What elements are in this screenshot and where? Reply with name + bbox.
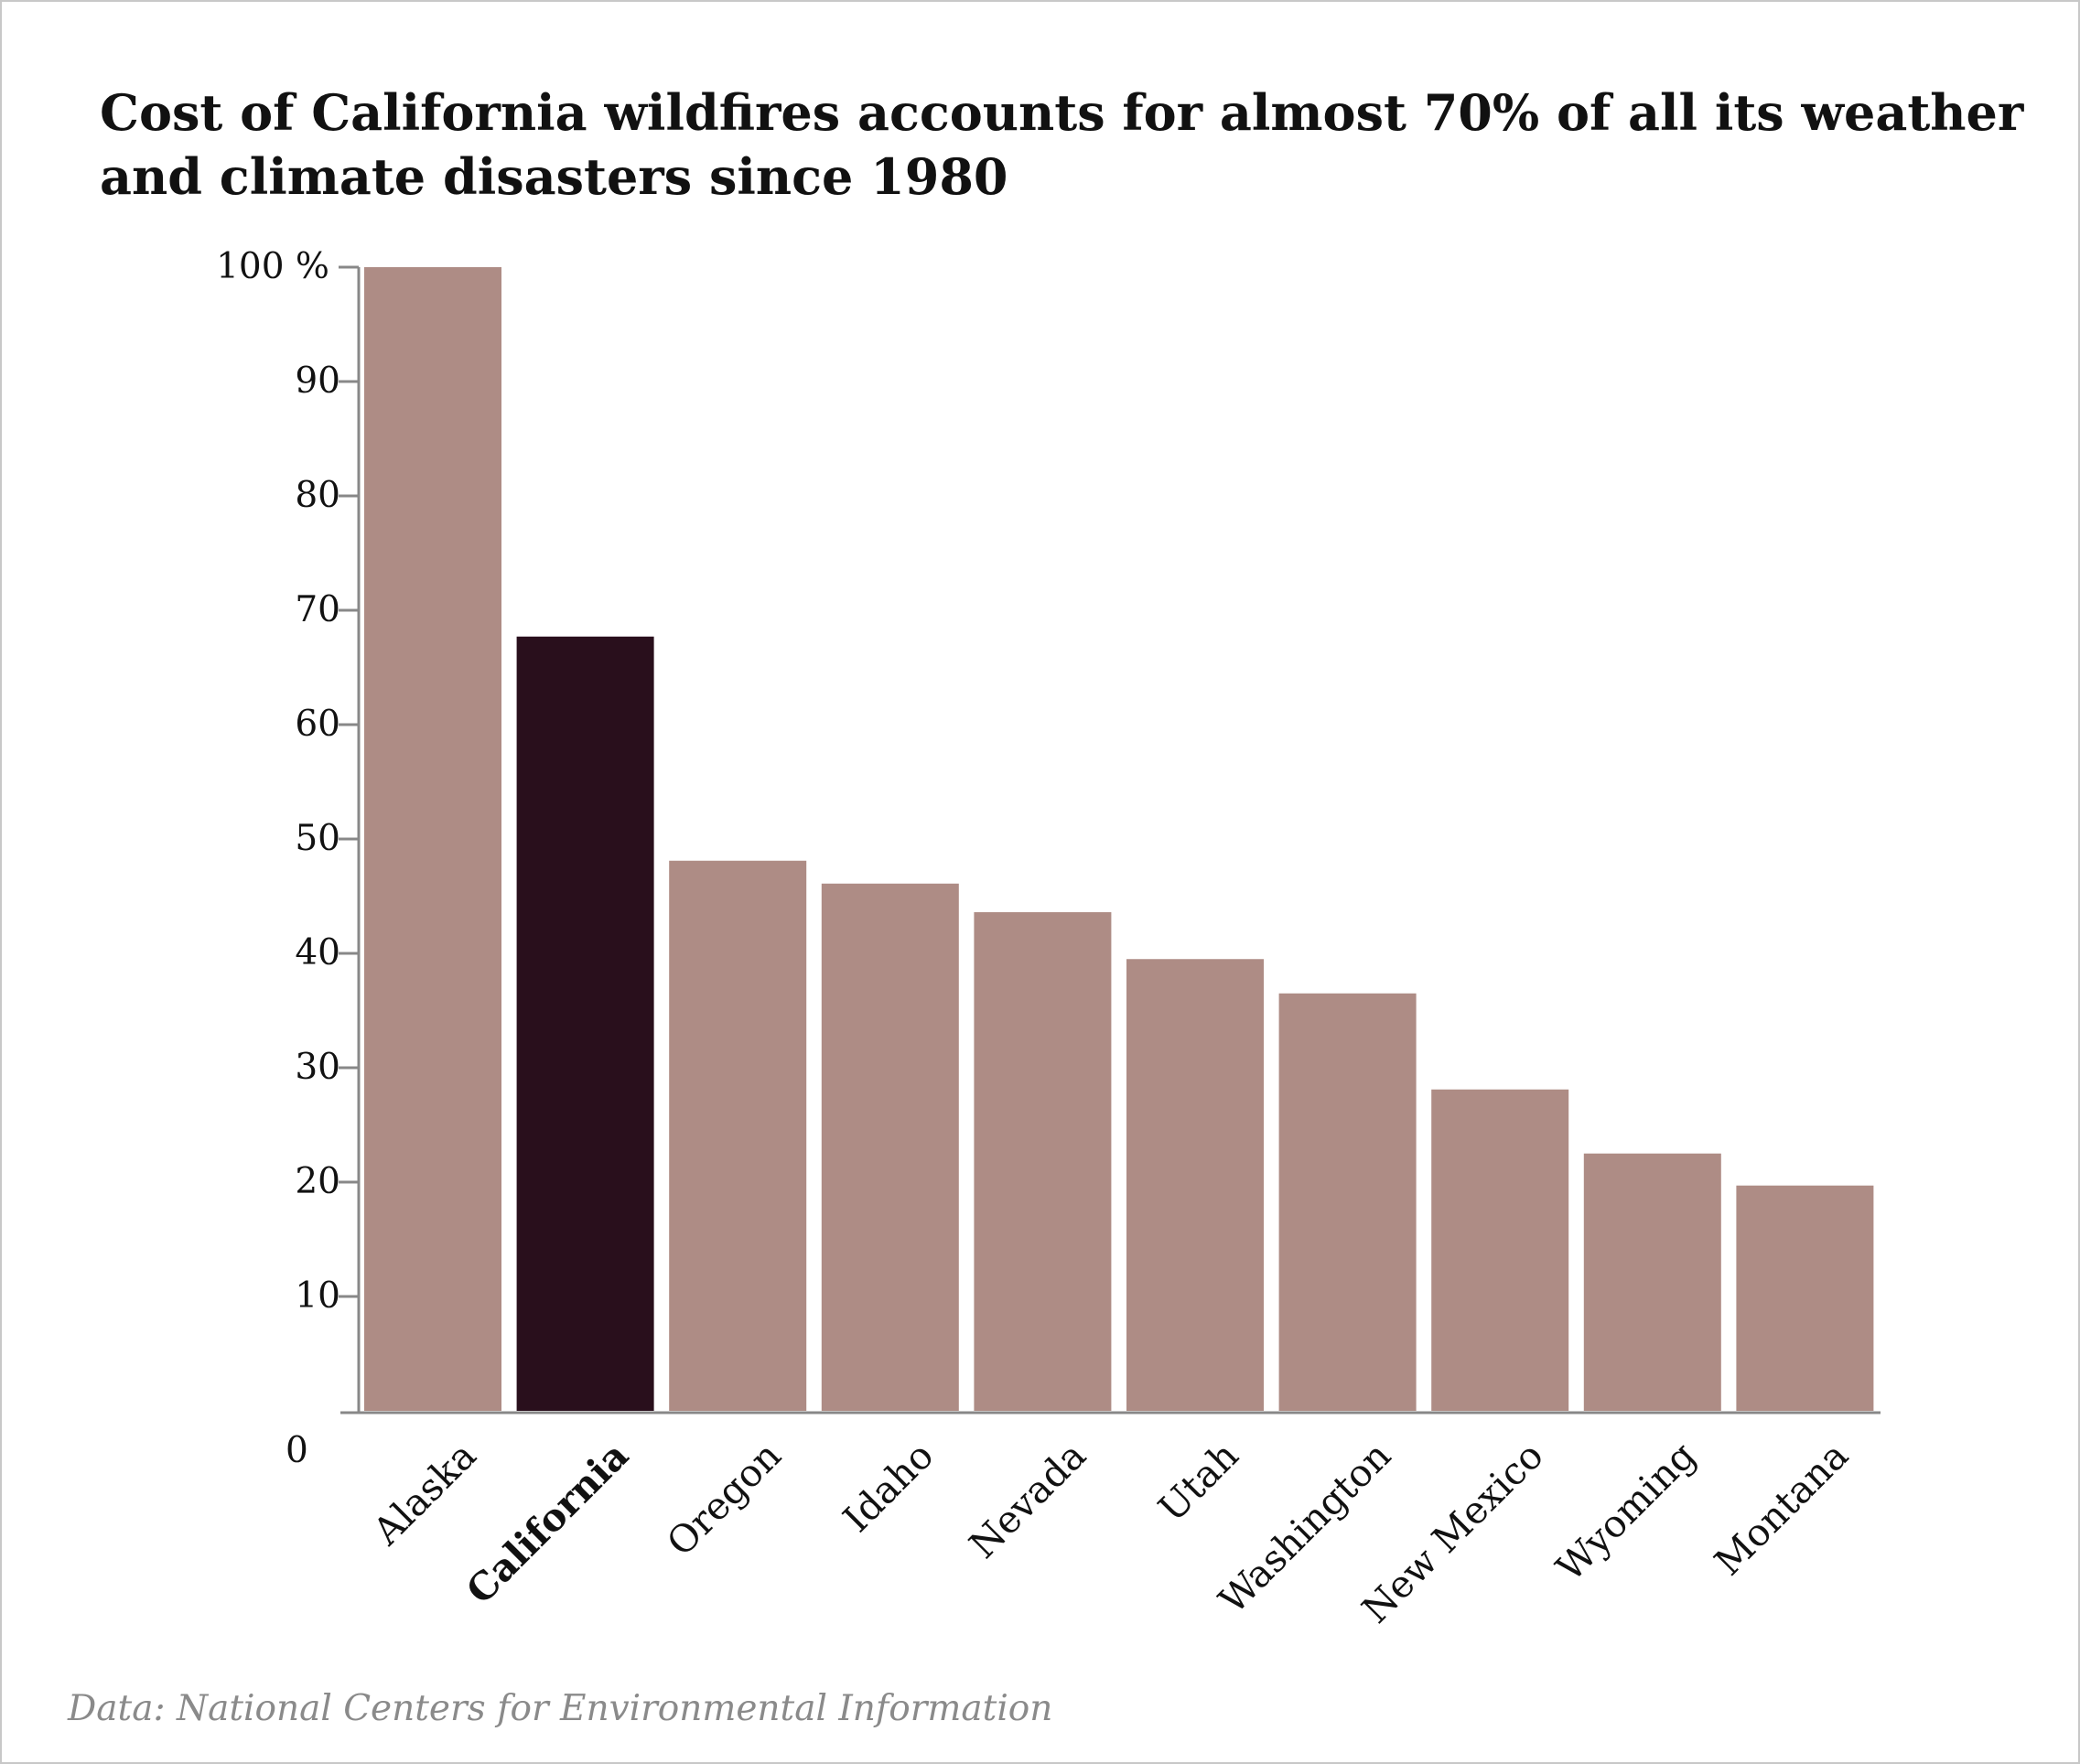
x-tick-label-wyoming: Wyoming <box>1547 1434 1704 1590</box>
bar-alaska <box>364 267 501 1411</box>
x-tick-label-nevada: Nevada <box>961 1434 1094 1567</box>
y-tick-label-20: 20 <box>295 1161 340 1202</box>
x-tick-label-alaska: Alaska <box>364 1434 485 1554</box>
x-tick-label-utah: Utah <box>1150 1434 1247 1531</box>
y-tick-label-100: 100 % <box>216 246 329 287</box>
bar-montana <box>1736 1185 1874 1411</box>
bar-washington <box>1278 993 1417 1411</box>
x-tick-label-montana: Montana <box>1706 1434 1857 1585</box>
y-tick-label-0: 0 <box>286 1430 308 1471</box>
bar-california <box>516 636 654 1411</box>
axes-group <box>339 265 1881 1414</box>
y-tick-label-50: 50 <box>295 818 340 859</box>
y-tick-label-80: 80 <box>295 475 340 516</box>
y-tick-label-40: 40 <box>295 932 340 973</box>
chart-title: Cost of California wildfires accounts fo… <box>100 83 2024 206</box>
y-tick-label-60: 60 <box>295 704 340 745</box>
y-tick-label-10: 10 <box>295 1275 340 1317</box>
y-tick-label-30: 30 <box>295 1047 340 1088</box>
bar-new-mexico <box>1431 1089 1569 1411</box>
x-tick-label-oregon: Oregon <box>658 1434 789 1565</box>
bars-group <box>364 267 1874 1411</box>
x-tick-label-california: California <box>458 1434 637 1613</box>
bar-idaho <box>821 883 959 1411</box>
bar-nevada <box>974 912 1112 1411</box>
x-tick-label-idaho: Idaho <box>835 1434 942 1541</box>
y-tick-labels: 0 10 20 30 40 50 60 70 80 90 100 % <box>216 246 340 1471</box>
bar-oregon <box>669 860 807 1411</box>
y-tick-label-70: 70 <box>295 589 340 630</box>
y-tick-label-90: 90 <box>295 360 340 402</box>
bar-wyoming <box>1583 1153 1721 1411</box>
bar-utah <box>1126 959 1264 1411</box>
data-source-note: Data: National Centers for Environmental… <box>68 1688 1053 1729</box>
